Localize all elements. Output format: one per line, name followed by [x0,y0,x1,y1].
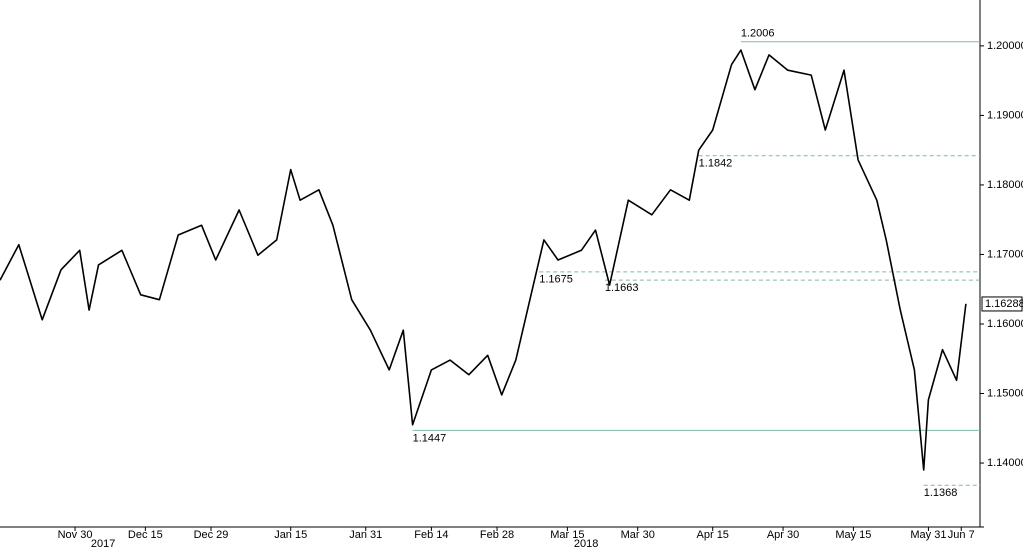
annotation-label: 1.1675 [539,274,573,286]
x-tick-label: Jan 31 [349,529,382,541]
x-tick-label: Nov 30 [58,529,93,541]
annotation-label: 1.1842 [699,158,733,170]
annotation-label: 1.1447 [413,432,447,444]
x-year-label: 2018 [574,538,598,550]
x-tick-label: Mar 15 [550,529,584,541]
annotation-label: 1.1368 [924,487,958,499]
price-line [0,49,967,471]
y-tick-label: 1.14000 [987,457,1023,469]
x-tick-label: Jan 15 [274,529,307,541]
x-tick-label: Mar 30 [621,529,655,541]
x-tick-label: Apr 15 [697,529,729,541]
y-tick-label: 1.20000 [987,40,1023,52]
last-price-box [981,296,1023,312]
y-tick-label: 1.16000 [987,318,1023,330]
x-tick-label: May 31 [910,529,946,541]
last-price-label: 1.16288 [985,298,1023,310]
annotation-label: 1.2006 [741,28,775,40]
y-tick-label: 1.15000 [987,387,1023,399]
y-tick-label: 1.19000 [987,109,1023,121]
x-tick-label: Feb 14 [414,529,448,541]
x-tick-label: Apr 30 [767,529,799,541]
x-tick-label: Feb 28 [480,529,514,541]
y-tick-label: 1.17000 [987,248,1023,260]
x-year-label: 2017 [91,538,115,550]
annotation-label: 1.1663 [605,282,639,294]
y-tick-label: 1.18000 [987,179,1023,191]
x-tick-label: May 15 [835,529,871,541]
x-tick-label: Jun 7 [948,529,975,541]
x-tick-label: Dec 29 [194,529,229,541]
x-tick-label: Dec 15 [128,529,163,541]
